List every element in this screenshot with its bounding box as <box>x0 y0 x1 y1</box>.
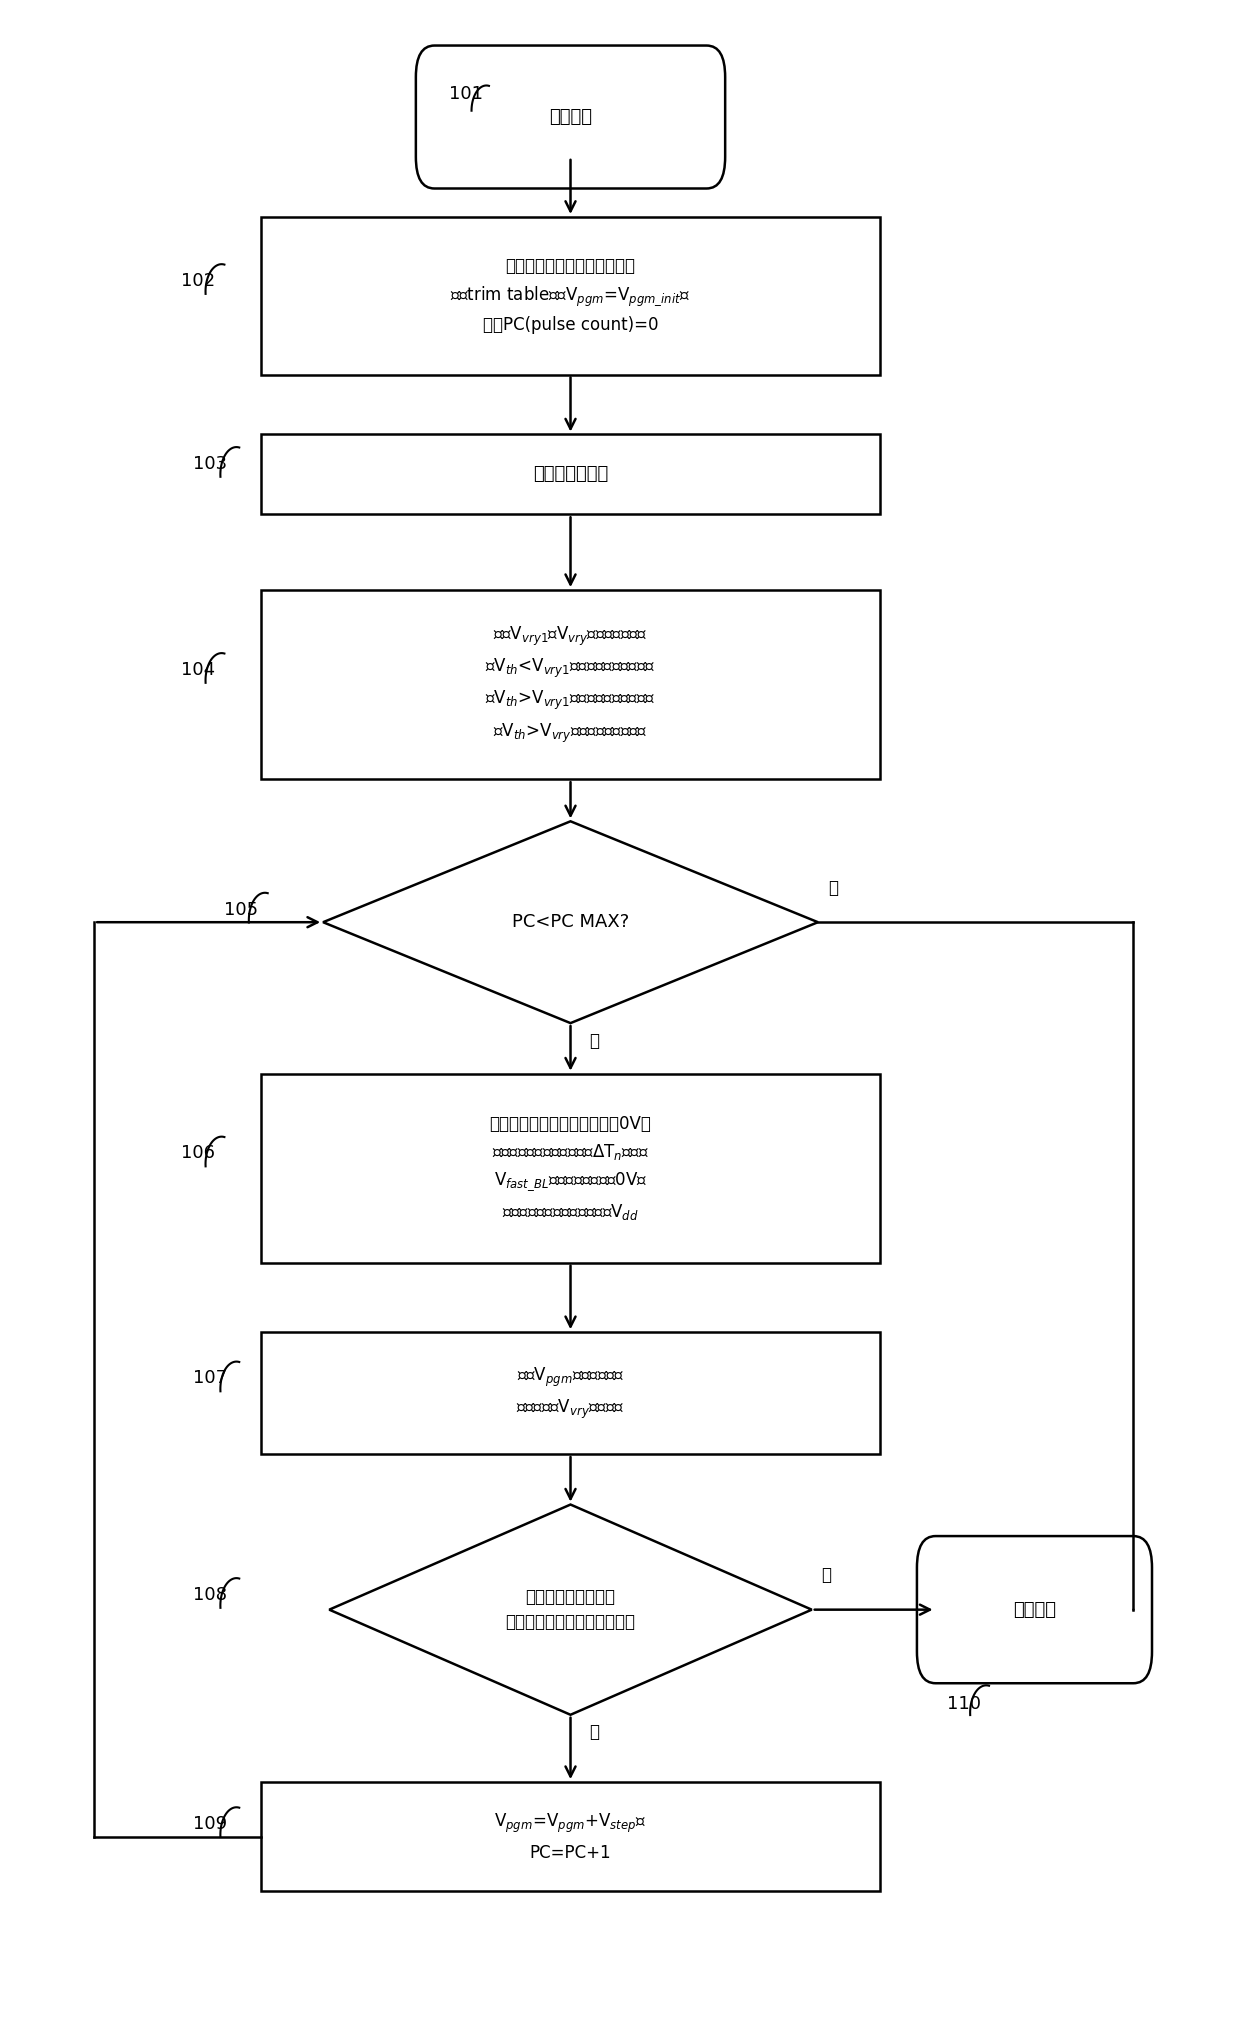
Text: 否: 否 <box>828 879 838 897</box>
Text: 编程结束: 编程结束 <box>1013 1601 1056 1619</box>
Text: 105: 105 <box>224 901 258 920</box>
Text: PC<PC MAX?: PC<PC MAX? <box>512 913 629 932</box>
Text: 是: 是 <box>589 1031 599 1049</box>
Text: 是: 是 <box>822 1566 832 1584</box>
Text: 106: 106 <box>181 1144 215 1162</box>
Text: 否: 否 <box>589 1724 599 1742</box>
Bar <box>262 216 880 374</box>
Bar <box>262 1073 880 1263</box>
Bar <box>262 435 880 515</box>
Text: 103: 103 <box>193 455 227 473</box>
Text: V$_{{pgm}}$=V$_{{pgm}}$+V$_{{step}}$；
PC=PC+1: V$_{{pgm}}$=V$_{{pgm}}$+V$_{{step}}$； PC… <box>495 1813 646 1861</box>
FancyBboxPatch shape <box>415 46 725 188</box>
Polygon shape <box>324 821 818 1023</box>
FancyBboxPatch shape <box>916 1536 1152 1683</box>
Bar <box>262 1332 880 1453</box>
Text: 编程验证是否通过？
（未通过单元小于容许数量）: 编程验证是否通过？ （未通过单元小于容许数量） <box>506 1589 636 1631</box>
Text: 编程开始: 编程开始 <box>549 107 591 125</box>
Bar <box>262 590 880 780</box>
Text: 使用V$_{{vry1}}$和V$_{{vry}}$进行双重验证；
当V$_{{th}}$<V$_{{vry1}}$时，判定为慢速单元；
当V$_{{th}}$: 使用V$_{{vry1}}$和V$_{{vry}}$进行双重验证； 当V$_{{… <box>486 624 656 744</box>
Text: 执行第一次编程: 执行第一次编程 <box>533 465 608 483</box>
Text: 对于慢速单元，位线电压设为0V；
对于快速单元，位线电压在ΔT$_{{n}}$内设为
V$_{{fast\_BL}}$，其余时间段设为0V；
对于通过单元，位线: 对于慢速单元，位线电压设为0V； 对于快速单元，位线电压在ΔT$_{{n}}$内… <box>490 1116 651 1223</box>
Polygon shape <box>330 1504 812 1714</box>
Text: 101: 101 <box>449 85 484 103</box>
Text: 107: 107 <box>193 1370 227 1386</box>
Text: 载入待编程数据并设置地址；
根据trim table设置V$_{{pgm}}$=V$_{{pgm\_init}}$；
设置PC(pulse count)=0: 载入待编程数据并设置地址； 根据trim table设置V$_{{pgm}}$=… <box>450 257 691 333</box>
Text: 102: 102 <box>181 273 215 289</box>
Bar <box>262 1783 880 1892</box>
Text: 增加V$_{{pgm}}$及脉冲宽度，
编程并使用V$_{{vry}}$进行验证: 增加V$_{{pgm}}$及脉冲宽度， 编程并使用V$_{{vry}}$进行验证 <box>516 1366 625 1421</box>
Text: 109: 109 <box>193 1815 227 1833</box>
Text: 108: 108 <box>193 1586 227 1605</box>
Text: 110: 110 <box>946 1696 981 1714</box>
Text: 104: 104 <box>181 661 215 679</box>
